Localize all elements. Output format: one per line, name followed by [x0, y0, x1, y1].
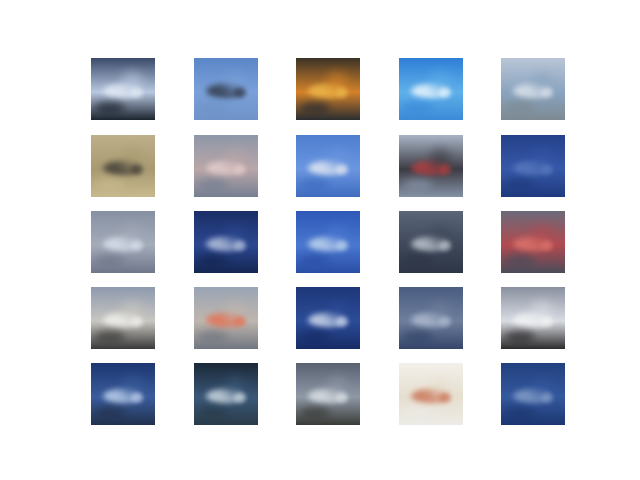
image-blob [131, 241, 143, 251]
image-blob [131, 165, 143, 175]
image-blob [95, 331, 125, 343]
image-blob [234, 241, 246, 251]
image-blob [198, 102, 228, 114]
image-blob [336, 393, 348, 403]
image-blob [541, 241, 553, 251]
image-blob [198, 255, 228, 267]
generated-image-tile [501, 363, 565, 425]
image-blob [541, 88, 553, 98]
generated-image-tile [194, 363, 258, 425]
image-blob [95, 179, 125, 191]
image-blob [336, 317, 348, 327]
image-blob [336, 241, 348, 251]
generated-image-tile [194, 58, 258, 120]
image-blob [541, 317, 553, 327]
generated-image-tile [296, 287, 360, 349]
generated-image-tile [399, 363, 463, 425]
image-blob [439, 165, 451, 175]
image-blob [234, 165, 246, 175]
image-blob [300, 331, 330, 343]
image-blob [505, 407, 535, 419]
image-blob [198, 331, 228, 343]
image-blob [403, 407, 433, 419]
generated-image-tile [501, 287, 565, 349]
generated-image-tile [296, 211, 360, 273]
generated-image-tile [194, 135, 258, 197]
image-blob [439, 241, 451, 251]
image-blob [403, 331, 433, 343]
image-blob [300, 255, 330, 267]
image-blob [505, 331, 535, 343]
generated-image-tile [194, 211, 258, 273]
image-blob [403, 102, 433, 114]
image-blob [234, 88, 246, 98]
image-blob [336, 88, 348, 98]
image-blob [505, 102, 535, 114]
generated-image-tile [296, 363, 360, 425]
image-blob [131, 317, 143, 327]
image-blob [300, 179, 330, 191]
image-blob [541, 393, 553, 403]
generated-image-tile [399, 287, 463, 349]
image-blob [198, 407, 228, 419]
image-blob [505, 179, 535, 191]
generated-image-tile [91, 363, 155, 425]
generated-image-tile [296, 58, 360, 120]
image-blob [505, 255, 535, 267]
generated-image-tile [501, 58, 565, 120]
generated-image-tile [194, 287, 258, 349]
image-blob [234, 393, 246, 403]
image-blob [95, 102, 125, 114]
generated-image-tile [399, 58, 463, 120]
image-blob [234, 317, 246, 327]
generated-image-tile [296, 135, 360, 197]
image-blob [403, 179, 433, 191]
image-blob [95, 407, 125, 419]
generated-image-tile [399, 211, 463, 273]
generated-image-tile [91, 211, 155, 273]
generated-image-tile [399, 135, 463, 197]
image-blob [95, 255, 125, 267]
image-blob [439, 317, 451, 327]
image-blob [336, 165, 348, 175]
image-blob [198, 179, 228, 191]
generated-image-tile [91, 287, 155, 349]
generated-image-tile [501, 135, 565, 197]
image-blob [300, 407, 330, 419]
image-blob [439, 393, 451, 403]
generated-image-tile [501, 211, 565, 273]
image-blob [300, 102, 330, 114]
image-blob [131, 393, 143, 403]
image-blob [403, 255, 433, 267]
image-blob [541, 165, 553, 175]
generated-image-tile [91, 135, 155, 197]
image-blob [439, 88, 451, 98]
image-blob [131, 88, 143, 98]
generated-image-tile [91, 58, 155, 120]
